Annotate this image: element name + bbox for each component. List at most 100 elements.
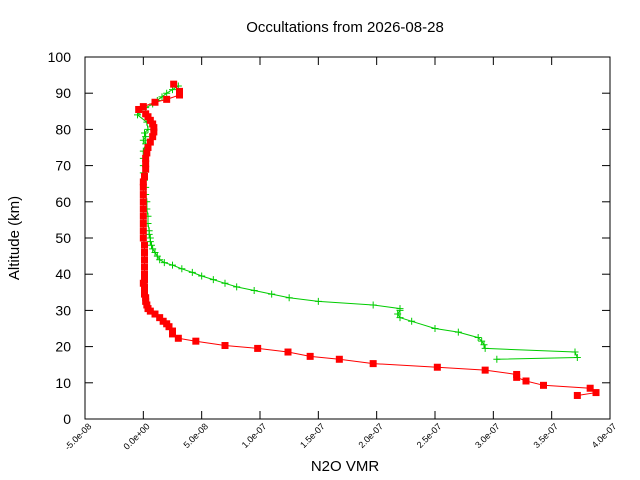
y-tick-label: 60 (55, 194, 71, 210)
x-axis-label: N2O VMR (311, 458, 380, 475)
y-tick-label: 50 (55, 230, 71, 246)
series-2-point (139, 198, 147, 206)
series-2-point (142, 110, 150, 118)
series-2-point (141, 241, 148, 249)
x-tick-label: 2.5e-07 (415, 421, 444, 450)
series-2-point (170, 80, 178, 88)
series-2-point (149, 120, 157, 128)
series-2-point (141, 283, 148, 291)
series-2-point (146, 138, 154, 146)
series-2-point (573, 391, 581, 399)
series-2-point (139, 191, 147, 199)
series-2-point (156, 314, 164, 322)
y-tick-label: 100 (48, 49, 72, 65)
series-2-point (135, 105, 143, 113)
series-2-point (142, 160, 150, 168)
series-2-point (139, 227, 147, 235)
y-tick-label: 30 (55, 302, 71, 318)
series-1-point (160, 259, 168, 267)
series-2-point (592, 389, 600, 397)
series-2-point (254, 344, 262, 352)
series-2-point (139, 212, 147, 220)
series-2-point (141, 248, 148, 256)
series-2-point (150, 124, 158, 132)
chart-title: Occultations from 2026-08-28 (246, 19, 444, 36)
series-2-point (139, 205, 147, 213)
series-2-point (141, 172, 148, 180)
series-2-point (176, 91, 183, 99)
series-2-point (142, 165, 150, 173)
series-2-point (143, 301, 151, 309)
series-1-point (198, 272, 206, 280)
series-1-point (151, 248, 159, 256)
series-1-point (169, 261, 176, 269)
series-2-point (174, 334, 182, 342)
series-2-point (142, 297, 150, 305)
series-2-point (141, 263, 148, 271)
series-2-line (137, 83, 598, 396)
series-2-point (141, 276, 148, 284)
series-2-point (146, 116, 154, 124)
series-2-point (139, 279, 147, 287)
y-tick-label: 70 (55, 158, 71, 174)
series-2-point (513, 370, 521, 378)
series-2-point (142, 154, 150, 162)
y-tick-label: 20 (55, 339, 71, 355)
series-1-point (250, 286, 258, 294)
series-1-point (148, 241, 155, 249)
y-tick-label: 90 (55, 85, 71, 101)
series-1-point (478, 337, 486, 345)
series-2-point (586, 384, 594, 392)
series-2-point (284, 348, 292, 356)
y-tick-label: 40 (55, 266, 71, 282)
y-tick-label: 10 (55, 375, 71, 391)
series-1-point (153, 252, 161, 260)
series-2-point (142, 294, 150, 302)
series-2-point (176, 87, 183, 95)
series-1-point (431, 325, 439, 332)
series-2-point (139, 183, 147, 191)
series-2-point (141, 290, 148, 298)
x-tick-label: 2.0e-07 (356, 421, 385, 450)
series-2-point (221, 342, 229, 350)
series-1-point (142, 133, 150, 141)
series-2-point (540, 381, 547, 389)
series-1-point (163, 89, 171, 97)
x-tick-label: 1.5e-07 (298, 421, 327, 450)
series-1-point (285, 294, 293, 302)
series-2-point (169, 327, 176, 335)
x-tick-label: 0.0e+00 (121, 421, 151, 451)
series-1-point (573, 353, 581, 361)
y-tick-label: 80 (55, 121, 71, 137)
series-2-point (149, 133, 157, 141)
series-2-point (335, 355, 343, 363)
x-tick-label: 3.5e-07 (531, 421, 560, 450)
series-1-line (136, 85, 579, 360)
series-2-point (141, 256, 148, 264)
x-tick-label: 4.0e-07 (590, 421, 619, 450)
plot-frame (84, 56, 611, 420)
y-tick-label: 0 (63, 411, 71, 427)
series-2-point (481, 366, 489, 374)
x-tick-label: 1.0e-07 (240, 421, 269, 450)
series-2-point (144, 305, 152, 313)
series-1-point (474, 334, 482, 342)
series-1-point (408, 317, 416, 325)
series-2-point (141, 270, 148, 278)
series-2-point (192, 337, 200, 345)
x-tick-label: 5.0e-08 (181, 421, 210, 450)
series-1-point (571, 348, 579, 356)
series-2-point (139, 220, 147, 228)
series-1-point (396, 305, 404, 313)
series-1-point (493, 355, 501, 363)
series-1-point (178, 265, 186, 273)
series-1-point (233, 283, 241, 291)
series-1-point (480, 341, 488, 349)
series-2-point (150, 128, 158, 136)
series-2-point (151, 98, 159, 106)
series-2-point (369, 360, 377, 368)
series-2-point (163, 95, 171, 103)
series-2-point (141, 286, 148, 294)
